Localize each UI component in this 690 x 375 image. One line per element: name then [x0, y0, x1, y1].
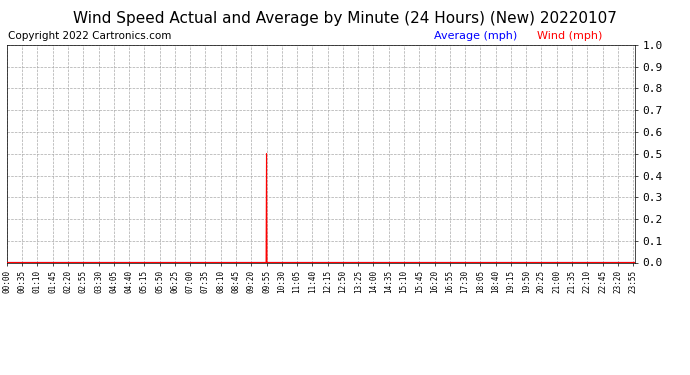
- Text: Average (mph): Average (mph): [434, 31, 517, 40]
- Text: Wind (mph): Wind (mph): [538, 31, 603, 40]
- Text: Wind Speed Actual and Average by Minute (24 Hours) (New) 20220107: Wind Speed Actual and Average by Minute …: [73, 11, 617, 26]
- Text: Copyright 2022 Cartronics.com: Copyright 2022 Cartronics.com: [8, 31, 172, 40]
